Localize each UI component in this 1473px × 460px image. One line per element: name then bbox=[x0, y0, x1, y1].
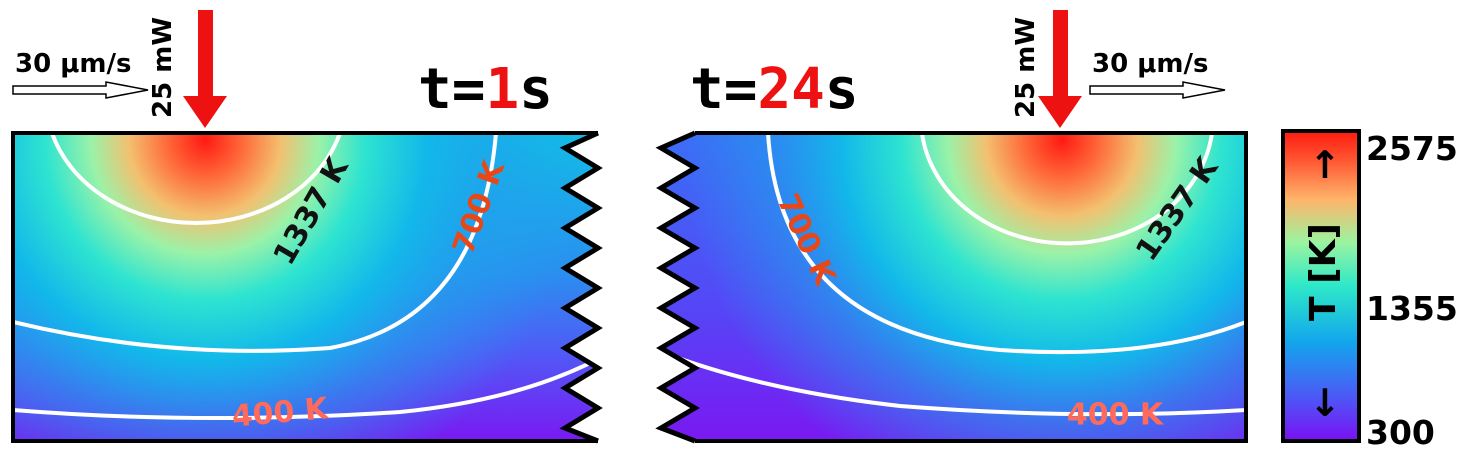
colorbar-tick-mid: 1355 bbox=[1366, 289, 1458, 328]
left-time-unit: s bbox=[519, 57, 553, 122]
colorbar: T [K] ↑ ↓ 2575 1355 300 bbox=[1281, 129, 1458, 452]
right-time-unit: s bbox=[825, 57, 859, 122]
right-speed-arrow bbox=[1089, 81, 1226, 99]
left-speed-arrow bbox=[12, 81, 149, 99]
colorbar-gradient bbox=[1281, 129, 1361, 443]
right-time-value: 24 bbox=[757, 57, 824, 122]
colorbar-down-arrow: ↓ bbox=[1309, 381, 1341, 425]
colorbar-tick-max: 2575 bbox=[1366, 129, 1458, 168]
colorbar-up-arrow: ↑ bbox=[1309, 143, 1341, 187]
left-power-label: 25 mW bbox=[148, 17, 178, 118]
right-contour-1337 bbox=[920, 133, 1214, 246]
left-break-zigzag bbox=[559, 130, 603, 444]
left-frame bbox=[11, 131, 598, 443]
right-contour-400 bbox=[661, 350, 1246, 417]
right-time-prefix: t= bbox=[690, 57, 757, 122]
right-label-400: 400 K bbox=[1067, 398, 1165, 433]
left-panel: 1337 K 700 K 400 K 30 μm/s 25 mW t=1s bbox=[11, 10, 603, 444]
right-panel: 1337 K 700 K 400 K 25 mW 30 μm/s t=24s bbox=[655, 10, 1248, 444]
left-label-400: 400 K bbox=[230, 391, 331, 434]
left-time-label: t=1s bbox=[418, 57, 553, 122]
left-time-prefix: t= bbox=[418, 57, 485, 122]
right-power-label: 25 mW bbox=[1011, 17, 1041, 118]
right-laser-arrow bbox=[1038, 10, 1082, 128]
left-laser-arrow bbox=[183, 10, 227, 128]
left-contour-1337 bbox=[50, 133, 342, 225]
colorbar-tick-min: 300 bbox=[1366, 413, 1435, 452]
right-contour-700 bbox=[766, 133, 1246, 355]
right-time-label: t=24s bbox=[690, 57, 859, 122]
left-speed-label: 30 μm/s bbox=[15, 49, 131, 79]
left-time-value: 1 bbox=[485, 57, 519, 122]
right-speed-label: 30 μm/s bbox=[1092, 49, 1208, 79]
left-contour-400 bbox=[13, 356, 598, 421]
right-break-zigzag bbox=[655, 130, 700, 444]
left-contour-700 bbox=[13, 133, 498, 353]
right-frame bbox=[695, 131, 1248, 443]
right-hot-spot bbox=[661, 133, 1246, 441]
colorbar-label: T [K] bbox=[1303, 223, 1344, 321]
